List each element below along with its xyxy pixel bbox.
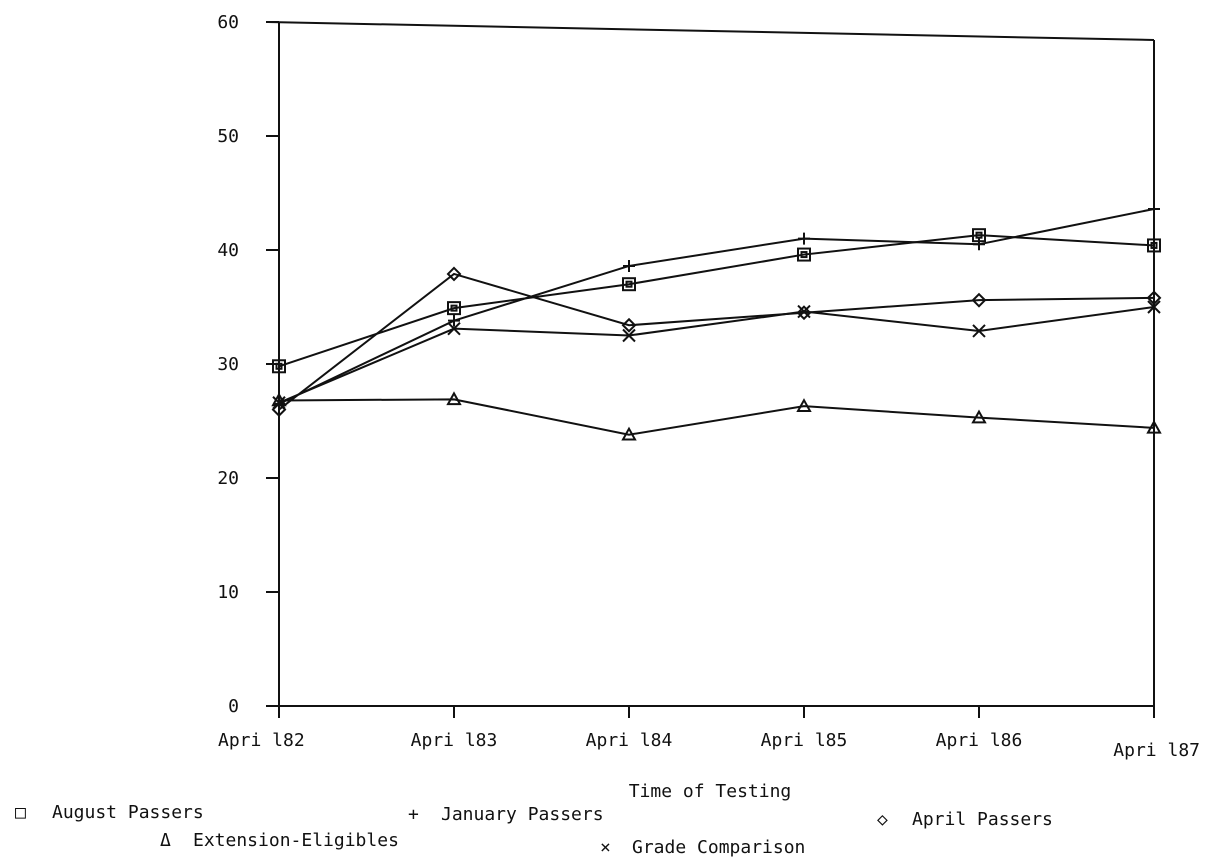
square-marker xyxy=(1147,238,1161,253)
x-tick-label: Apri l87 xyxy=(1113,740,1200,761)
legend-symbol-triangle: Δ xyxy=(160,830,171,851)
series-line-april-passers xyxy=(278,272,1155,411)
legend-symbol-x: × xyxy=(600,837,611,858)
series-line-august-passers xyxy=(278,234,1155,368)
legend: □ August Passers + January Passers ◇ April Pa… xyxy=(15,802,1053,858)
x-tick-label: Apri l84 xyxy=(586,730,673,751)
y-axis-ticks: 0 10 20 30 40 50 60 xyxy=(217,12,279,717)
plus-marker xyxy=(1148,202,1160,215)
series-line-extension-eligibles xyxy=(278,398,1155,436)
diamond-marker xyxy=(1146,290,1162,306)
plus-marker xyxy=(798,232,810,245)
x-axis-ticks: Apri l82 Apri l83 Apri l84 Apri l85 Apri l86… xyxy=(218,706,1200,761)
x-marker xyxy=(972,324,986,338)
triangle-marker xyxy=(446,391,462,406)
square-marker xyxy=(622,277,636,292)
x-marker xyxy=(447,321,461,336)
square-marker xyxy=(272,359,286,374)
x-tick-label: Apri l86 xyxy=(936,730,1023,751)
legend-label: January Passers xyxy=(441,804,604,825)
plus-marker xyxy=(448,314,460,327)
series-markers xyxy=(271,202,1162,441)
legend-label: April Passers xyxy=(912,809,1053,830)
x-marker xyxy=(622,328,636,343)
y-tick-label: 40 xyxy=(217,240,239,261)
diamond-marker xyxy=(971,292,987,308)
y-tick-label: 10 xyxy=(217,582,239,603)
diamond-marker xyxy=(446,266,462,282)
diamond-marker xyxy=(796,305,812,321)
x-marker xyxy=(797,304,811,319)
triangle-marker xyxy=(796,398,812,412)
x-tick-label: Apri l85 xyxy=(761,730,848,751)
legend-label: Extension-Eligibles xyxy=(193,830,399,851)
series-line-january-passers xyxy=(278,207,1155,405)
legend-label: August Passers xyxy=(52,802,204,823)
y-tick-label: 60 xyxy=(217,12,239,33)
y-tick-label: 0 xyxy=(228,696,239,717)
plus-marker xyxy=(623,259,635,272)
top-frame-line xyxy=(267,21,1155,41)
square-marker xyxy=(447,301,461,316)
series-lines xyxy=(278,207,1155,436)
plus-marker xyxy=(973,238,985,251)
x-tick-label: Apri l83 xyxy=(411,730,498,751)
triangle-marker xyxy=(621,426,637,441)
x-axis-title: Time of Testing xyxy=(629,781,792,802)
series-line-grade-comparison xyxy=(278,306,1155,404)
y-tick-label: 20 xyxy=(217,468,239,489)
y-tick-label: 50 xyxy=(217,126,239,147)
legend-label: Grade Comparison xyxy=(632,837,805,858)
triangle-marker xyxy=(971,409,987,424)
x-tick-label: Apri l82 xyxy=(218,730,305,751)
diamond-marker xyxy=(621,317,637,333)
x-marker xyxy=(272,396,286,410)
legend-symbol-square: □ xyxy=(15,802,26,823)
chart-axes xyxy=(267,21,1155,707)
triangle-marker xyxy=(1146,419,1162,434)
legend-symbol-plus: + xyxy=(408,804,419,825)
y-tick-label: 30 xyxy=(217,354,239,375)
legend-symbol-diamond: ◇ xyxy=(877,809,888,830)
x-marker xyxy=(1147,300,1161,314)
square-marker xyxy=(797,247,811,262)
